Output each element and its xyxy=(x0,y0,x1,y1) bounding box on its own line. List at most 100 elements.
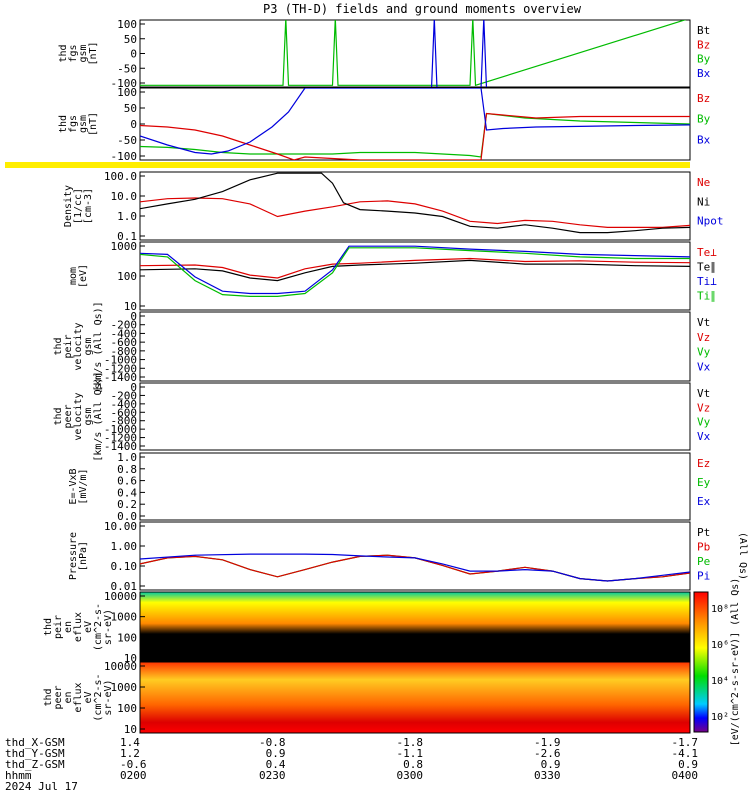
legend-entry: Te∥ xyxy=(697,261,716,274)
series-Pi xyxy=(140,553,690,582)
time-axis-value: 0200 xyxy=(120,769,147,782)
time-axis-row-label: hhmm xyxy=(5,769,32,782)
y-tick-label: -1400 xyxy=(104,440,137,453)
colorbar-tick-label: 10⁶ xyxy=(711,640,729,651)
legend-entry: By xyxy=(697,53,711,66)
y-tick-label: 10000 xyxy=(104,660,137,673)
y-tick-label: -100 xyxy=(111,77,138,90)
y-label-line: thd xyxy=(53,407,64,425)
panel-frame xyxy=(139,452,691,521)
panel-frame xyxy=(139,382,691,451)
y-tick-label: 0.01 xyxy=(111,580,138,593)
y-tick-label: 10.00 xyxy=(104,520,137,533)
y-label-line: [nPa] xyxy=(78,541,89,571)
time-axis-value: -1.1 xyxy=(397,747,424,760)
y-label-line: eV xyxy=(83,621,94,633)
time-axis-value: 0300 xyxy=(397,769,424,782)
legend-entry: Vz xyxy=(697,401,710,414)
y-label-line: en xyxy=(63,621,74,633)
y-label-line: peer xyxy=(63,404,74,428)
time-axis-value: 0.9 xyxy=(541,758,561,771)
y-label-line: [nT] xyxy=(88,41,99,65)
y-tick-label: -100 xyxy=(111,150,138,163)
y-axis-label: thd peer velocity gsm [km/s (All Qs)] xyxy=(53,371,104,461)
series-Te∥ xyxy=(140,259,690,282)
panel-frame xyxy=(139,87,691,161)
legend-entry: Bx xyxy=(697,133,711,146)
time-axis-value: -1.8 xyxy=(397,736,424,749)
colorbar-tick-label: 10⁴ xyxy=(711,676,729,687)
flag-bar xyxy=(5,162,690,168)
y-tick-label: 100 xyxy=(117,270,137,283)
y-label-line: thd xyxy=(43,618,54,636)
series-By xyxy=(140,112,690,158)
spectrogram xyxy=(140,592,690,662)
y-tick-label: -400 xyxy=(111,327,138,340)
y-label-line: fgs xyxy=(68,115,79,133)
time-axis-value: 1.2 xyxy=(120,747,140,760)
y-label-line: thd xyxy=(58,115,69,133)
panel-frame xyxy=(139,521,691,591)
time-axis-value: -2.6 xyxy=(534,747,561,760)
y-tick-label: -600 xyxy=(111,336,138,349)
legend-entry: Te⊥ xyxy=(697,246,717,259)
legend-entry: Ey xyxy=(697,476,711,489)
time-axis-value: 1.4 xyxy=(120,736,140,749)
y-tick-label: 100 xyxy=(117,18,137,31)
colorbar-tick-label: 10⁸ xyxy=(711,604,729,615)
legend-entry: Bt xyxy=(697,24,710,37)
y-tick-label: 0 xyxy=(130,381,137,394)
series-By xyxy=(140,20,687,87)
y-axis-label: E=-VxB [mV/m] xyxy=(68,468,89,504)
y-axis-label: thd fgs gsm [nT] xyxy=(58,112,99,136)
legend-entry: Ez xyxy=(697,457,710,470)
time-axis-row-label: thd_Y-GSM xyxy=(5,747,65,760)
series-Ne xyxy=(140,197,690,228)
panel-efield: 1.00.80.60.40.20.0 E=-VxB [mV/m] Ez Ey Ex xyxy=(68,451,711,523)
y-tick-label: 0.2 xyxy=(117,498,137,511)
legend-entry: Pe xyxy=(697,555,710,568)
y-label-line: (cm^2-s- xyxy=(93,673,104,721)
legend-entry: Bz xyxy=(697,92,710,105)
panel-frame xyxy=(139,661,691,734)
y-label-line: peir xyxy=(63,334,74,358)
y-tick-label: 0.4 xyxy=(117,486,137,499)
y-label-line: sr-eV) xyxy=(103,609,114,645)
y-tick-label: 50 xyxy=(124,33,137,46)
legend-entry: Pt xyxy=(697,526,710,539)
legend-entry: Ti⊥ xyxy=(697,275,717,288)
time-axis-row-label: thd_Z-GSM xyxy=(5,758,65,771)
y-label-line: eflux xyxy=(73,612,84,642)
legend-entry: Vx xyxy=(697,360,711,373)
y-tick-label: 100 xyxy=(117,631,137,644)
series-Pb xyxy=(140,554,690,582)
time-axis-value: -0.8 xyxy=(259,736,286,749)
y-label-line: sr-eV) xyxy=(103,679,114,715)
legend-entry: Vy xyxy=(697,416,711,429)
y-label-line: [1/cc] xyxy=(73,188,84,224)
y-label-line: thd xyxy=(53,337,64,355)
y-tick-label: 0.8 xyxy=(117,463,137,476)
time-axis-value: -1.7 xyxy=(672,736,699,749)
time-axis-value: 0.9 xyxy=(678,758,698,771)
time-axis-date: 2024 Jul 17 xyxy=(5,780,78,793)
legend-entry: Npot xyxy=(697,215,724,228)
panel-frame xyxy=(139,19,691,88)
y-label-line: peir xyxy=(53,615,64,639)
legend-entry: Vy xyxy=(697,346,711,359)
time-axis-value: 0230 xyxy=(259,769,286,782)
y-tick-label: 1000 xyxy=(111,611,138,624)
time-axis-value: -1.9 xyxy=(534,736,561,749)
y-label-line: eV xyxy=(83,691,94,703)
series-Bx xyxy=(140,88,690,155)
y-label-line: E=-VxB xyxy=(68,468,79,504)
panel-frame xyxy=(139,241,691,311)
y-tick-label: -50 xyxy=(117,62,137,75)
series-Pe xyxy=(140,554,690,582)
legend-entry: Vz xyxy=(697,331,710,344)
